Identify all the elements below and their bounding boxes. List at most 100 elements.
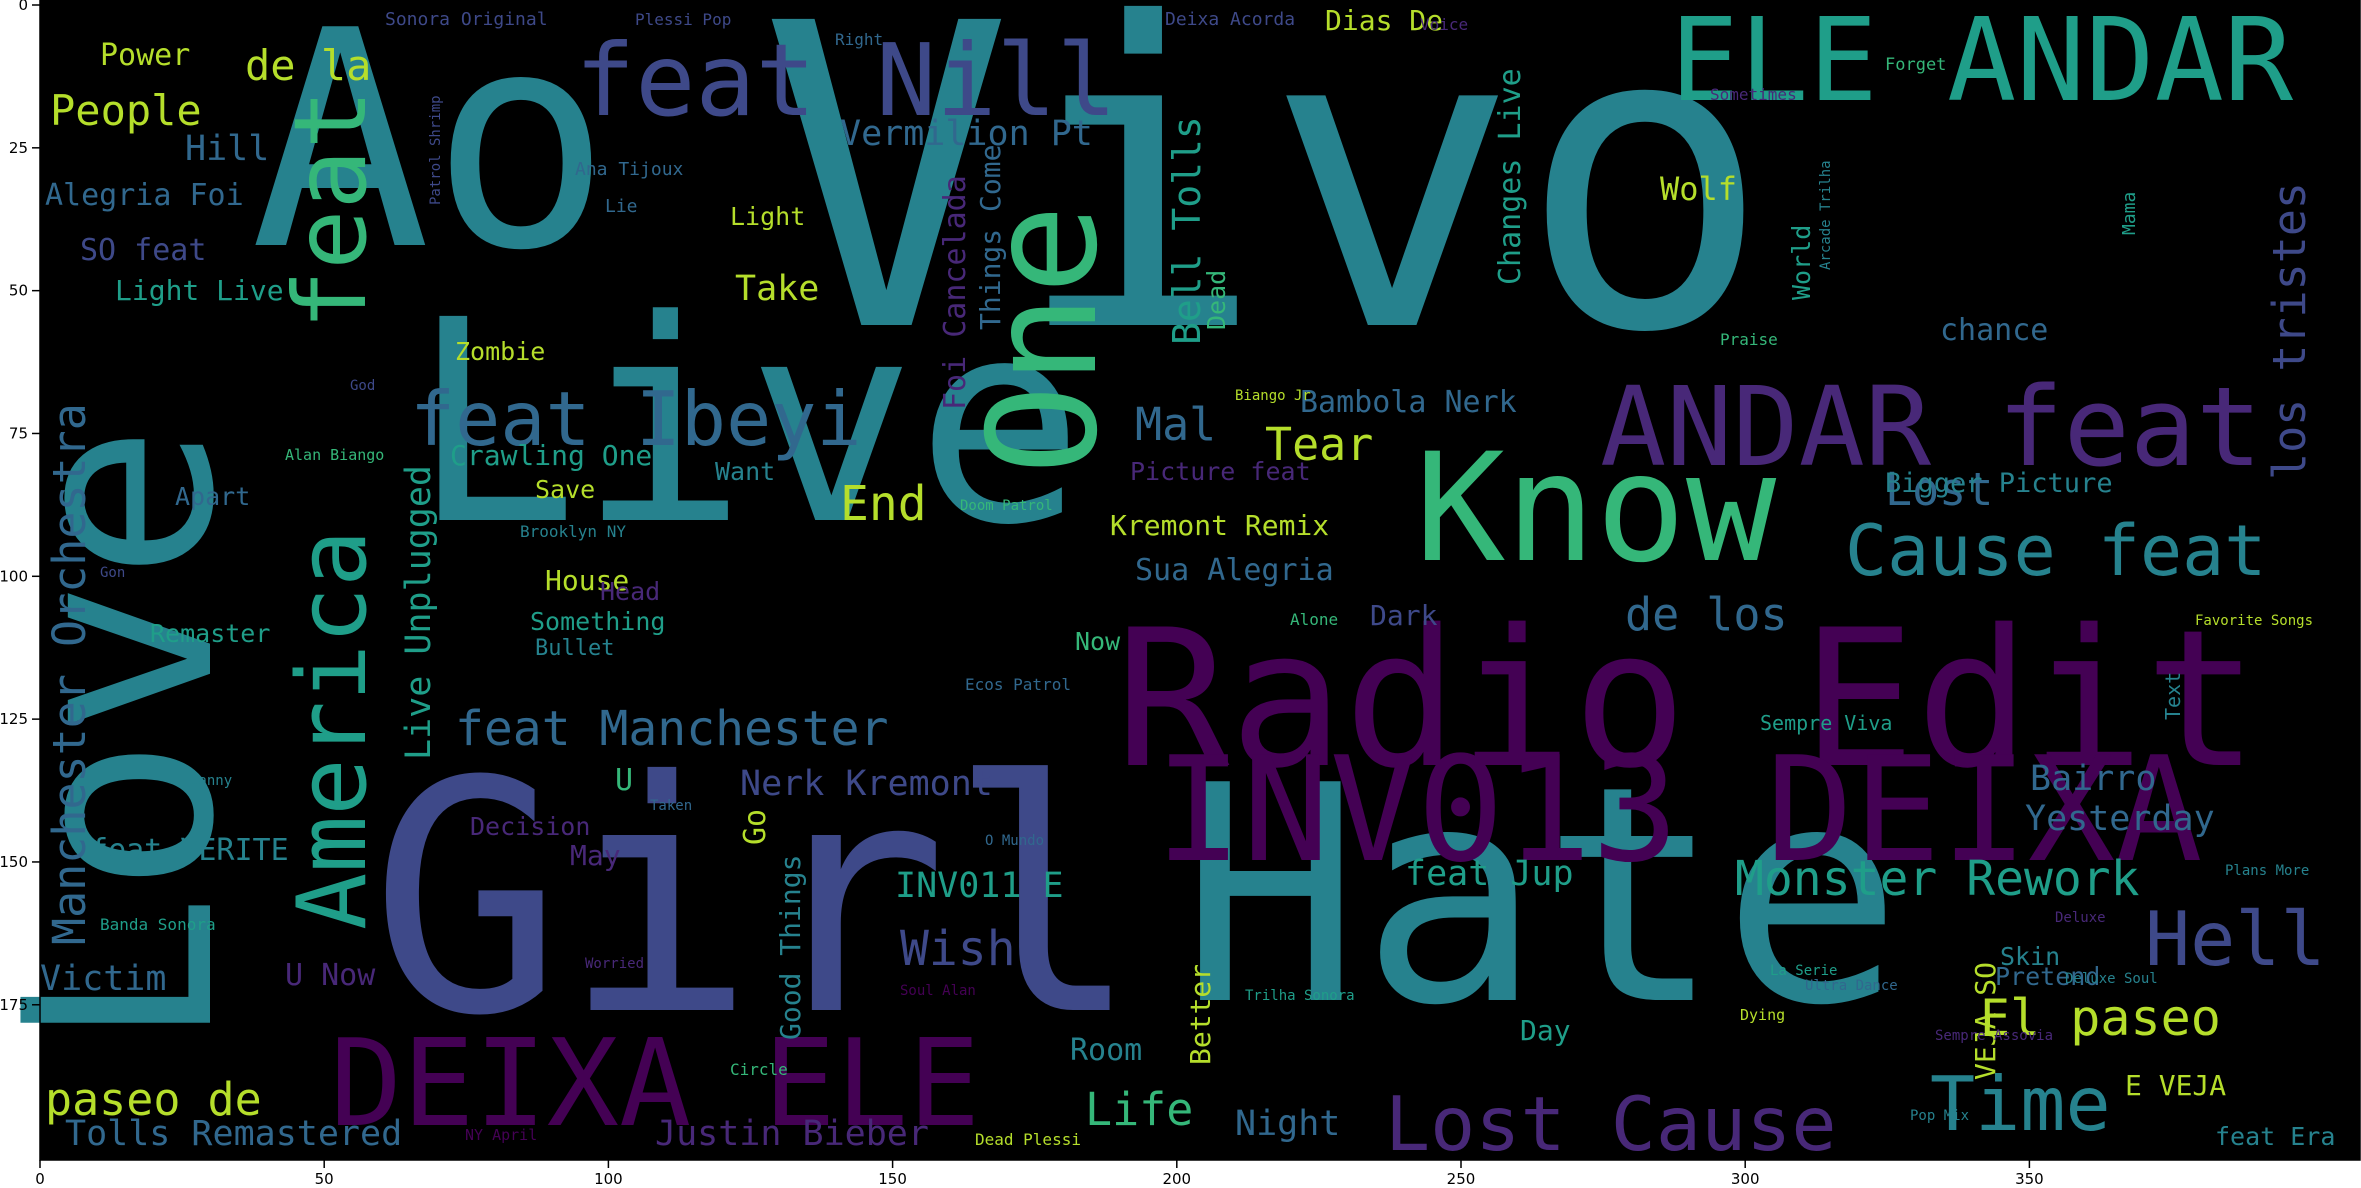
word-101: Voice <box>1420 15 1468 34</box>
word-83: Skin <box>2000 942 2060 971</box>
word-100: Deixa Acorda <box>1165 9 1295 30</box>
word-4: Hate <box>1180 722 1902 1071</box>
word-5: Love <box>0 424 272 1050</box>
word-129: Praise <box>1720 330 1778 349</box>
word-84: Pretend <box>1995 962 2100 991</box>
word-11: ELE ANDAR <box>1670 0 2294 128</box>
word-85: Day <box>1520 1014 1571 1047</box>
word-133: God <box>350 378 375 394</box>
word-65: Bullet <box>535 636 614 661</box>
word-117: Favorite Songs <box>2195 613 2313 629</box>
plot-frame <box>39 0 2361 1161</box>
word-99: Right <box>835 30 883 49</box>
word-38: Hill <box>185 129 269 169</box>
word-37: de la <box>245 41 371 90</box>
word-35: Mal <box>1135 398 1216 451</box>
y-tick-label: 175 <box>0 996 28 1014</box>
word-86: Night <box>1235 1104 1340 1144</box>
word-13: feat Nill <box>575 22 1117 139</box>
word-10: One <box>957 204 1131 475</box>
word-57: Bigger Picture <box>1885 468 2113 499</box>
word-135: Doom Patrol <box>960 498 1053 514</box>
word-80: Bairro <box>2030 759 2156 799</box>
word-98: Plessi Pop <box>635 10 731 29</box>
word-54: Kremont Remix <box>1110 509 1329 542</box>
word-59: Save <box>535 475 595 504</box>
word-55: Sua Alegria <box>1135 553 1334 588</box>
word-60: Want <box>715 457 775 486</box>
word-3: Girl <box>370 714 1141 1086</box>
x-tick-label: 250 <box>1447 1170 1476 1188</box>
word-77: feat VERITE <box>90 833 289 868</box>
word-109: Pop Mix <box>1910 1108 1969 1124</box>
word-128: Mama <box>2119 192 2140 235</box>
word-123: Taken <box>650 798 692 814</box>
x-tick-label: 0 <box>35 1170 45 1188</box>
word-2: Live <box>410 261 1084 587</box>
word-116: Alone <box>1290 610 1338 629</box>
word-72: May <box>570 839 621 872</box>
word-113: Circle <box>730 1060 788 1079</box>
word-62: House <box>545 564 629 597</box>
word-41: SO feat <box>80 233 206 268</box>
word-29: Tolls Remastered <box>65 1114 402 1154</box>
word-49: Bell Tolls <box>1165 116 1209 345</box>
y-tick-label: 100 <box>0 567 28 585</box>
y-tick-label: 25 <box>9 139 28 157</box>
word-67: Dark <box>1370 599 1438 632</box>
word-102: Forget <box>1885 55 1946 75</box>
word-91: Dias De <box>1325 4 1443 37</box>
word-51: Bambola Nerk <box>1300 385 1517 420</box>
word-120: La Serie <box>1770 963 1837 979</box>
word-94: Dead <box>1202 270 1231 330</box>
word-103: Sometimes <box>1710 85 1797 104</box>
word-88: Better <box>1184 964 1217 1065</box>
y-tick-label: 0 <box>18 0 28 14</box>
word-87: Room <box>1070 1033 1142 1068</box>
word-16: feat Ibeyi <box>410 375 862 463</box>
word-43: Vermilion Pt <box>840 114 1093 154</box>
word-47: Foi Cancelada <box>938 175 973 410</box>
word-82: VEJA SO <box>1969 962 2002 1080</box>
word-125: Danny <box>190 773 232 789</box>
word-104: Patrol Shrimp <box>428 95 444 205</box>
x-tick-label: 300 <box>1731 1170 1760 1188</box>
word-97: Sonora Original <box>385 9 548 30</box>
word-48: Things Come <box>974 145 1007 330</box>
word-118: Dying <box>1740 1006 1785 1024</box>
word-18: Cause feat <box>1845 510 2266 592</box>
word-131: Deluxe Soul <box>2065 971 2158 987</box>
word-68: Now <box>1075 627 1121 656</box>
word-119: Sempre Assovia <box>1935 1028 2053 1044</box>
word-111: Alan Biango <box>285 446 384 464</box>
word-23: feat Manchester <box>455 701 888 757</box>
word-74: Good Things <box>774 855 807 1040</box>
word-106: Lie <box>605 196 638 217</box>
x-tick-label: 200 <box>1162 1170 1191 1188</box>
word-9: DEIXA ELE <box>330 1015 980 1154</box>
word-20: Hell <box>2145 895 2326 983</box>
word-127: NY April <box>465 1126 537 1144</box>
word-75: INV011 E <box>895 866 1064 906</box>
word-8: INV013 DEIXA <box>1155 726 2203 895</box>
word-121: Plans More <box>2225 863 2309 879</box>
word-81: Yesterday <box>2025 799 2215 839</box>
word-17: Lost Cause <box>1385 1080 1837 1168</box>
word-52: Crawling One <box>450 439 652 472</box>
word-31: Life <box>1085 1083 1193 1136</box>
word-44: Wolf <box>1660 170 1737 208</box>
word-76: feat Jup <box>1405 854 1574 894</box>
word-42: Light Live <box>115 274 284 307</box>
word-0: Ao <box>250 0 611 316</box>
word-90: feat Era <box>2215 1122 2335 1151</box>
word-12: ANDAR feat <box>1600 363 2262 491</box>
word-89: E VEJA <box>2125 1069 2226 1102</box>
x-axis: 0 50 100 150 200 250 300 350 <box>35 1160 2044 1188</box>
word-115: Ultra Dance <box>1805 978 1898 994</box>
word-27: los tristes <box>2263 182 2316 480</box>
word-45: Light <box>730 202 805 231</box>
word-107: Ecos Patrol <box>965 675 1071 694</box>
word-22: Monster Rework <box>1735 851 2140 907</box>
word-28: paseo de <box>45 1073 262 1126</box>
